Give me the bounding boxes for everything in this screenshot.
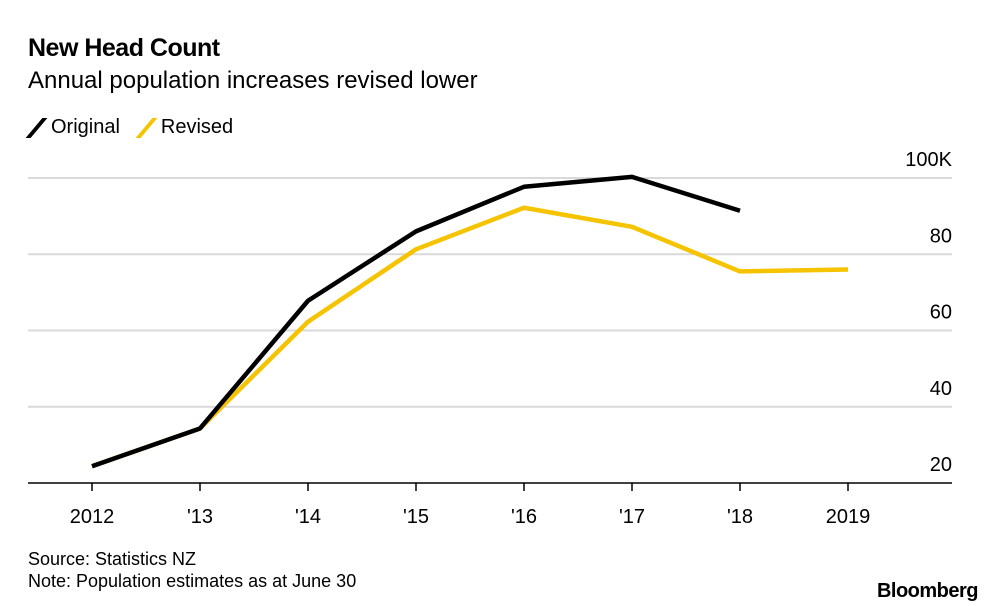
legend-label-revised: Revised bbox=[160, 116, 234, 138]
x-tick-label: '16 bbox=[511, 506, 537, 528]
x-tick-label: '14 bbox=[295, 506, 321, 528]
x-tick-label: '13 bbox=[187, 506, 213, 528]
y-tick-label: 20 bbox=[930, 454, 952, 476]
source-text: Source: Statistics NZ bbox=[28, 549, 197, 569]
legend: Original Revised bbox=[25, 116, 234, 139]
series-line-revised bbox=[91, 205, 849, 469]
series-line-original bbox=[91, 174, 741, 469]
footnotes: Source: Statistics NZ Note: Population e… bbox=[28, 548, 356, 592]
y-tick-label: 60 bbox=[930, 302, 952, 324]
chart-subtitle: Annual population increases revised lowe… bbox=[28, 67, 478, 94]
note-text: Note: Population estimates as at June 30 bbox=[28, 571, 357, 591]
y-tick-label: 40 bbox=[930, 378, 952, 400]
bloomberg-logo: Bloomberg bbox=[876, 580, 979, 602]
x-tick-label: 2012 bbox=[70, 506, 115, 528]
y-tick-label: 100K bbox=[905, 149, 952, 171]
legend-item-original: Original bbox=[25, 116, 120, 139]
x-tick-label: 2019 bbox=[826, 506, 871, 528]
legend-item-revised: Revised bbox=[135, 116, 234, 139]
x-tick-label: '18 bbox=[727, 506, 753, 528]
y-tick-label: 80 bbox=[930, 225, 952, 247]
legend-label-original: Original bbox=[51, 116, 120, 138]
x-tick-label: '15 bbox=[403, 506, 429, 528]
chart-title: New Head Count bbox=[28, 34, 220, 62]
x-tick-label: '17 bbox=[619, 506, 645, 528]
